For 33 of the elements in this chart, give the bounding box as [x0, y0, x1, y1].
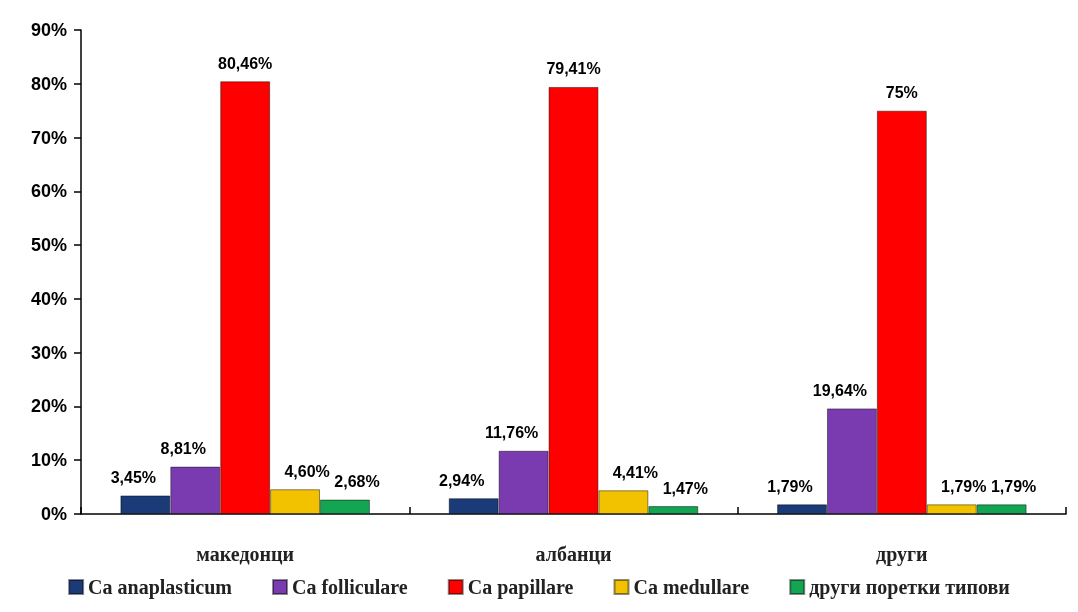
- y-tick-label: 20%: [30, 396, 67, 417]
- y-tick-label: 60%: [30, 181, 67, 202]
- data-label: 8,81%: [160, 440, 206, 458]
- y-tick-label: 70%: [30, 127, 67, 148]
- data-label: 2,68%: [334, 473, 380, 491]
- y-tick-label: 50%: [30, 235, 67, 256]
- data-label: 1,47%: [662, 479, 708, 497]
- data-label: 1,79%: [941, 477, 987, 495]
- data-label: 80,46%: [218, 54, 273, 72]
- legend-label: други поретки типови: [809, 576, 1010, 599]
- y-tick-label: 90%: [30, 20, 67, 40]
- data-label: 19,64%: [812, 381, 868, 399]
- data-label: 2,94%: [439, 471, 485, 489]
- x-tick-label: други: [876, 543, 928, 566]
- y-tick-label: 30%: [30, 342, 67, 363]
- y-tick-label: 80%: [30, 73, 67, 94]
- data-label: 4,41%: [612, 463, 659, 481]
- legend-label: Ca papillare: [467, 576, 574, 599]
- data-label: 1,79%: [767, 477, 813, 495]
- x-tick-label: албанци: [535, 543, 612, 565]
- data-label: 79,41%: [546, 60, 601, 78]
- data-label: 1,79%: [990, 477, 1037, 495]
- y-tick-label: 10%: [30, 450, 67, 471]
- data-label: 3,45%: [110, 468, 157, 486]
- x-tick-label: македонци: [196, 543, 295, 565]
- legend-label: Ca folliculare: [292, 576, 408, 598]
- data-label: 4,60%: [284, 462, 330, 480]
- legend-label: Ca anaplasticum: [88, 576, 233, 599]
- data-label: 75%: [885, 84, 918, 102]
- y-tick-label: 0%: [40, 504, 67, 524]
- data-label: 11,76%: [484, 424, 539, 442]
- y-tick-label: 40%: [30, 288, 67, 309]
- legend-label: Ca medullare: [633, 576, 750, 598]
